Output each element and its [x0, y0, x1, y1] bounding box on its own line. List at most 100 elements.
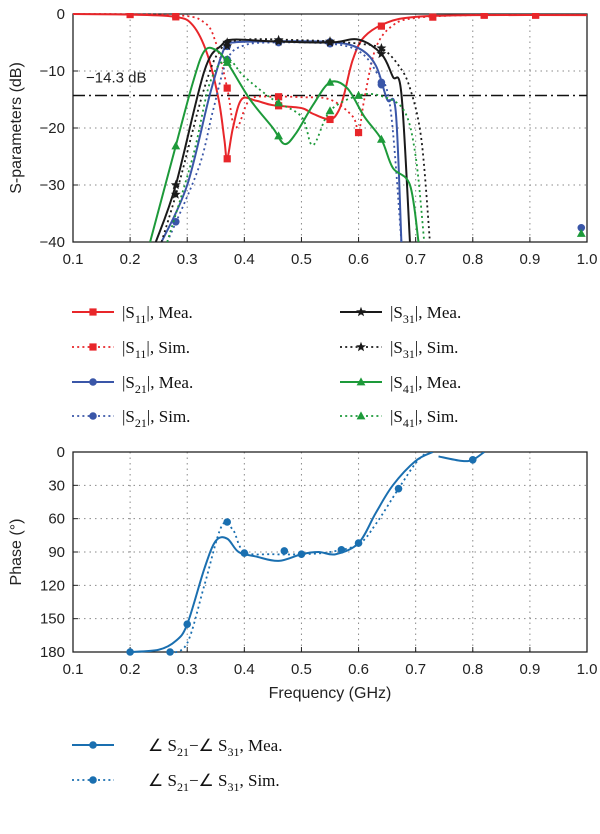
x-tick-label: 0.5 — [291, 661, 312, 678]
legend-symbol-3 — [72, 412, 114, 420]
legend-marker-0 — [89, 308, 97, 316]
legend-marker-5 — [356, 341, 366, 352]
data-marker-0 — [377, 22, 385, 30]
legend-label-5: |S31|, Sim. — [390, 338, 458, 361]
y-tick-label: 90 — [48, 544, 65, 561]
plot-frame — [72, 451, 588, 653]
x-tick-label: 0.3 — [177, 661, 198, 678]
legend-label-4: |S31|, Mea. — [390, 303, 461, 326]
data-marker-1 — [354, 128, 363, 137]
x-tick-label: 0.3 — [177, 251, 198, 268]
data-marker-3 — [377, 80, 386, 89]
data-marker-4 — [376, 48, 387, 59]
x-tick-label: 0.9 — [519, 661, 540, 678]
x-tick-label: 0.1 — [63, 251, 84, 268]
data-marker-0 — [126, 13, 134, 19]
phase-marker-1 — [223, 518, 231, 526]
x-tick-label: 0.5 — [291, 251, 312, 268]
x-tick-label: 0.8 — [462, 661, 483, 678]
legend-marker-6 — [356, 377, 366, 386]
x-axis-label: Frequency (GHz) — [269, 685, 392, 702]
y-tick-label: −30 — [40, 177, 65, 194]
legend-symbol-7 — [340, 411, 382, 420]
y-tick-label: 30 — [48, 477, 65, 494]
y-tick-label: 60 — [48, 511, 65, 528]
x-tick-label: 0.9 — [519, 251, 540, 268]
y-axis-label: S-parameters (dB) — [8, 62, 25, 194]
y-tick-label: 180 — [40, 644, 65, 661]
x-tick-label: 0.1 — [63, 661, 84, 678]
phase-line-1 — [169, 452, 428, 654]
legend-symbol-6 — [340, 377, 382, 386]
legend-marker-4 — [356, 306, 366, 317]
legend-label-6: |S41|, Mea. — [390, 373, 461, 396]
data-marker-7 — [354, 90, 363, 99]
phase-chart: 0.1 0.2 0.3 0.4 0.5 0.6 0.7 0.8 0.9 1.0 0 30 60 90 120… — [8, 444, 597, 702]
legend-symbol-1 — [72, 343, 114, 351]
legend-marker-7 — [356, 411, 366, 420]
series-line-6 — [149, 46, 420, 242]
series-line-0 — [73, 13, 587, 160]
x-tick-label: 0.7 — [405, 661, 426, 678]
tail-marker-0 — [577, 223, 586, 232]
series-line-4 — [154, 38, 411, 242]
data-marker-0 — [326, 115, 334, 124]
phase-legend: ∠ S21−∠ S31, Mea. ∠ S21−∠ S31, Sim. — [72, 736, 282, 794]
x-tick-label: 0.8 — [462, 251, 483, 268]
data-marker-5 — [273, 34, 284, 45]
data-marker-6 — [171, 141, 181, 150]
phase-marker-0 — [354, 539, 363, 547]
x-tick-label: 0.6 — [348, 661, 369, 678]
y-tick-label: 150 — [40, 611, 65, 628]
phase-marker-0 — [280, 547, 289, 555]
data-marker-7 — [274, 98, 283, 107]
phase-legend-label-1: ∠ S21−∠ S31, Sim. — [148, 771, 280, 794]
plot-frame — [72, 13, 588, 243]
x-tick-label: 0.4 — [234, 251, 255, 268]
x-tick-label: 0.2 — [120, 251, 141, 268]
data-marker-0 — [223, 155, 231, 163]
data-marker-7 — [222, 55, 232, 63]
y-tick-label: −10 — [40, 63, 65, 80]
y-tick-label: −20 — [40, 120, 65, 137]
phase-legend-marker-1 — [89, 776, 97, 784]
y-axis-label: Phase (°) — [8, 519, 25, 586]
phase-marker-1 — [240, 549, 249, 557]
x-tick-label: 0.4 — [234, 661, 255, 678]
series-line-3 — [166, 41, 403, 242]
legend-symbol-4 — [340, 306, 382, 317]
legend-marker-3 — [89, 412, 97, 420]
legend-symbol-0 — [72, 308, 114, 316]
series-line-5 — [160, 38, 431, 242]
phase-legend-marker-0 — [89, 741, 97, 749]
phase-marker-1 — [166, 648, 174, 656]
x-tick-label: 0.7 — [405, 251, 426, 268]
y-tick-label: 120 — [40, 577, 65, 594]
legend-marker-2 — [89, 378, 97, 386]
series-line-7 — [166, 58, 426, 242]
legend-label-3: |S21|, Sim. — [122, 407, 190, 430]
s-parameter-chart: 0.1 0.2 0.3 0.4 0.5 0.6 0.7 0.8 0.9 1.0 0 −10 −20 −30… — [8, 6, 597, 268]
x-tick-label: 0.6 — [348, 251, 369, 268]
x-tick-label: 1.0 — [577, 251, 598, 268]
data-marker-5 — [376, 43, 387, 53]
data-marker-5 — [170, 189, 181, 199]
plot-area — [126, 452, 485, 656]
data-marker-3 — [172, 217, 180, 226]
legend-marker-1 — [89, 343, 97, 351]
phase-marker-0 — [183, 620, 192, 629]
data-marker-1 — [429, 13, 437, 21]
data-marker-6 — [325, 77, 335, 86]
legend-symbol-2 — [72, 378, 114, 386]
y-tick-label: 0 — [57, 444, 65, 461]
data-marker-1 — [532, 13, 540, 19]
y-tick-label: −40 — [40, 234, 65, 251]
data-marker-5 — [222, 40, 233, 51]
legend-label-7: |S41|, Sim. — [390, 407, 458, 430]
tail-marker-1 — [576, 228, 586, 237]
threshold-label: −14.3 dB — [86, 70, 146, 87]
data-marker-1 — [275, 93, 283, 101]
legend-symbol-5 — [340, 341, 382, 352]
data-marker-1 — [223, 84, 231, 92]
